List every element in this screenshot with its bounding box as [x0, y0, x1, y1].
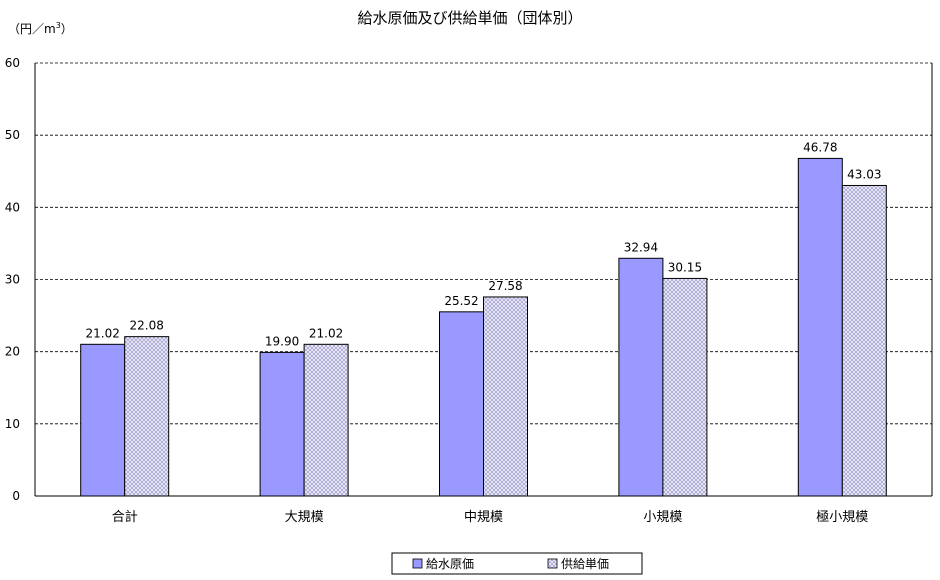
legend-box — [391, 552, 643, 575]
y-tick-label: 50 — [5, 128, 20, 142]
bar-給水原価-中規模 — [439, 311, 484, 497]
grid-lines — [35, 62, 932, 425]
data-label: 21.02 — [86, 326, 120, 340]
chart-title: 給水原価及び供給単価（団体別） — [357, 9, 582, 27]
legend-label-供給単価: 供給単価 — [561, 557, 609, 571]
y-tick-label: 60 — [5, 56, 20, 70]
x-tick-label: 中規模 — [464, 510, 503, 525]
bar-供給単価-合計 — [124, 336, 170, 497]
y-tick-label: 40 — [5, 200, 20, 214]
bar-供給単価-大規模 — [303, 343, 349, 497]
data-label: 46.78 — [803, 140, 837, 154]
unit-superscript: 3 — [56, 21, 61, 30]
data-labels: 21.02 22.08 19.90 21.02 25.52 27.58 32.94 30.15… — [86, 140, 882, 348]
y-axis-unit-label: （円／m3） — [8, 21, 73, 36]
y-tick-label: 20 — [5, 345, 20, 359]
data-label: 30.15 — [668, 260, 702, 274]
legend: 給水原価 供給単価 — [391, 552, 643, 575]
bars — [80, 157, 887, 497]
data-label: 43.03 — [847, 167, 881, 181]
x-tick-label: 極小規模 — [816, 509, 868, 525]
bar-供給単価-小規模 — [662, 277, 708, 497]
bar-給水原価-大規模 — [259, 351, 305, 497]
x-tick-label: 小規模 — [643, 510, 682, 525]
bar-給水原価-合計 — [80, 343, 126, 497]
y-axis-ticks: 0 10 20 30 40 50 60 — [5, 56, 20, 503]
legend-swatch-給水原価 — [412, 558, 423, 569]
data-label: 27.58 — [488, 279, 522, 293]
x-tick-label: 合計 — [112, 509, 138, 525]
bar-供給単価-極小規模 — [841, 184, 887, 497]
data-label: 32.94 — [624, 240, 658, 254]
y-tick-label: 0 — [12, 489, 20, 503]
data-label: 21.02 — [309, 326, 343, 340]
legend-swatch-供給単価 — [547, 558, 558, 569]
x-tick-label: 大規模 — [285, 510, 324, 525]
y-tick-label: 10 — [5, 417, 20, 431]
bar-給水原価-小規模 — [618, 257, 664, 497]
bar-供給単価-中規模 — [483, 296, 528, 497]
data-label: 22.08 — [130, 319, 164, 333]
legend-label-給水原価: 給水原価 — [426, 557, 474, 571]
data-label: 19.90 — [265, 334, 299, 348]
data-label: 25.52 — [444, 294, 478, 308]
y-tick-label: 30 — [5, 273, 20, 287]
x-axis-labels: 合計 大規模 中規模 小規模 極小規模 — [112, 509, 869, 525]
bar-給水原価-極小規模 — [797, 157, 843, 497]
